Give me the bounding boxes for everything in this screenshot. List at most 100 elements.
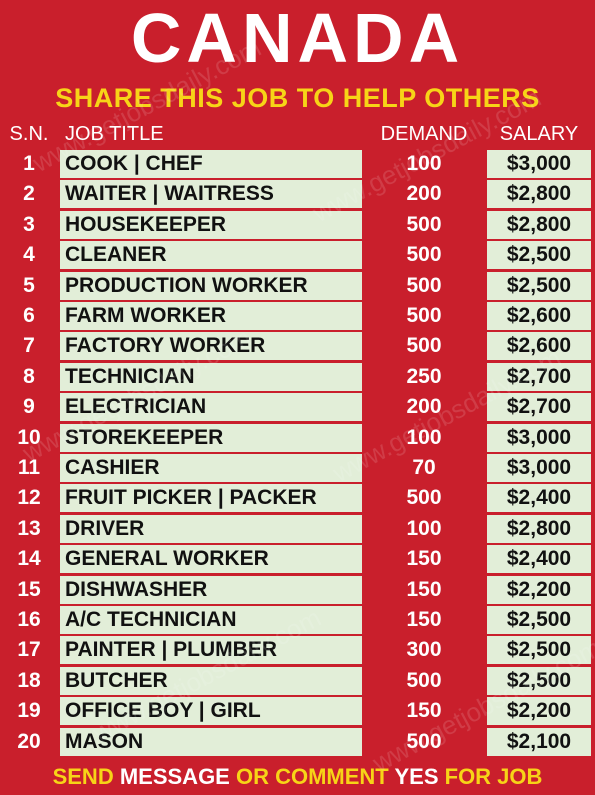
job-title: ELECTRICIAN: [60, 393, 362, 422]
salary: $3,000: [487, 423, 591, 452]
job-title: DISHWASHER: [60, 575, 362, 604]
serial-number: 19: [17, 699, 41, 723]
salary: $2,700: [487, 362, 591, 391]
demand: 100: [406, 152, 442, 175]
demand: 500: [406, 334, 442, 358]
job-title: TECHNICIAN: [60, 362, 362, 391]
demand: 70: [412, 456, 436, 479]
job-title: PAINTER | PLUMBER: [60, 636, 362, 665]
serial-number: 13: [17, 516, 41, 540]
table-row: 17 PAINTER | PLUMBER 300 $2,500: [0, 636, 595, 665]
job-title: WAITER | WAITRESS: [60, 180, 362, 209]
table-row: 1 COOK | CHEF 100 $3,000: [0, 150, 595, 178]
job-title: FRUIT PICKER | PACKER: [60, 484, 362, 513]
demand: 150: [406, 608, 442, 631]
demand: 100: [406, 425, 442, 449]
serial-number: 15: [17, 577, 41, 601]
demand: 500: [406, 486, 442, 510]
job-title: FARM WORKER: [60, 302, 362, 330]
salary: $2,600: [487, 332, 591, 361]
serial-number: 12: [17, 486, 41, 510]
header-row: S.N. JOB TITLE DEMAND SALARY: [0, 120, 595, 148]
serial-number: 7: [23, 334, 35, 358]
salary: $2,600: [487, 302, 591, 330]
table-row: 16 A/C TECHNICIAN 150 $2,500: [0, 606, 595, 634]
salary: $2,700: [487, 393, 591, 422]
job-title: DRIVER: [60, 514, 362, 543]
job-title: HOUSEKEEPER: [60, 210, 362, 239]
demand: 500: [406, 243, 442, 267]
salary: $2,800: [487, 514, 591, 543]
demand: 500: [406, 212, 442, 236]
job-title: CASHIER: [60, 454, 362, 482]
salary: $2,500: [487, 271, 591, 300]
table-row: 8 TECHNICIAN 250 $2,700: [0, 362, 595, 391]
demand: 100: [406, 516, 442, 540]
salary: $2,800: [487, 210, 591, 239]
demand: 500: [406, 729, 442, 753]
demand: 250: [406, 364, 442, 388]
table-row: 18 BUTCHER 500 $2,500: [0, 666, 595, 695]
table-row: 13 DRIVER 100 $2,800: [0, 514, 595, 543]
serial-number: 17: [17, 638, 41, 662]
footer-word: OR COMMENT: [235, 764, 389, 789]
salary: $2,500: [487, 636, 591, 665]
serial-number: 2: [23, 182, 35, 206]
serial-number: 3: [23, 212, 35, 236]
table-row: 4 CLEANER 500 $2,500: [0, 241, 595, 270]
column-header: SALARY: [499, 122, 579, 145]
serial-number: 10: [17, 425, 41, 449]
footer-word: FOR JOB: [444, 764, 543, 789]
subtitle: SHARE THIS JOB TO HELP OTHERS: [55, 83, 540, 113]
serial-number: 6: [23, 304, 35, 327]
job-title: PRODUCTION WORKER: [60, 271, 362, 300]
serial-number: 9: [23, 395, 35, 419]
table-row: 7 FACTORY WORKER 500 $2,600: [0, 332, 595, 361]
job-title: FACTORY WORKER: [60, 332, 362, 361]
job-title: STOREKEEPER: [60, 423, 362, 452]
job-title: GENERAL WORKER: [60, 545, 362, 574]
demand: 500: [406, 304, 442, 327]
table-row: 9 ELECTRICIAN 200 $2,700: [0, 393, 595, 422]
serial-number: 8: [23, 364, 35, 388]
footer-word: MESSAGE: [119, 764, 230, 789]
serial-number: 5: [23, 273, 35, 297]
table-row: 15 DISHWASHER 150 $2,200: [0, 575, 595, 604]
serial-number: 16: [17, 608, 41, 631]
footer: SEND MESSAGE OR COMMENT YES FOR JOB: [0, 760, 595, 794]
salary: $2,800: [487, 180, 591, 209]
serial-number: 1: [23, 152, 35, 175]
salary: $2,400: [487, 545, 591, 574]
table-row: 20 MASON 500 $2,100: [0, 727, 595, 756]
serial-number: 11: [17, 456, 41, 479]
serial-number: 20: [17, 729, 41, 753]
salary: $2,200: [487, 575, 591, 604]
table-row: 3 HOUSEKEEPER 500 $2,800: [0, 210, 595, 239]
job-title: BUTCHER: [60, 666, 362, 695]
job-title: COOK | CHEF: [60, 150, 362, 178]
demand: 300: [406, 638, 442, 662]
demand: 500: [406, 273, 442, 297]
table-row: 10 STOREKEEPER 100 $3,000: [0, 423, 595, 452]
table-row: 5 PRODUCTION WORKER 500 $2,500: [0, 271, 595, 300]
job-title: CLEANER: [60, 241, 362, 270]
serial-number: 4: [23, 243, 35, 267]
demand: 500: [406, 668, 442, 692]
demand: 150: [406, 577, 442, 601]
serial-number: 14: [17, 547, 41, 571]
salary: $2,500: [487, 666, 591, 695]
footer-word: YES: [394, 764, 439, 789]
salary: $3,000: [487, 454, 591, 482]
table-row: 12 FRUIT PICKER | PACKER 500 $2,400: [0, 484, 595, 513]
salary: $3,000: [487, 150, 591, 178]
table-row: 14 GENERAL WORKER 150 $2,400: [0, 545, 595, 574]
salary: $2,500: [487, 606, 591, 634]
job-title: MASON: [60, 727, 362, 756]
footer-word: SEND: [52, 764, 114, 789]
table-row: 2 WAITER | WAITRESS 200 $2,800: [0, 180, 595, 209]
demand: 200: [406, 182, 442, 206]
job-title: A/C TECHNICIAN: [60, 606, 362, 634]
salary: $2,100: [487, 727, 591, 756]
column-header: DEMAND: [380, 122, 468, 145]
